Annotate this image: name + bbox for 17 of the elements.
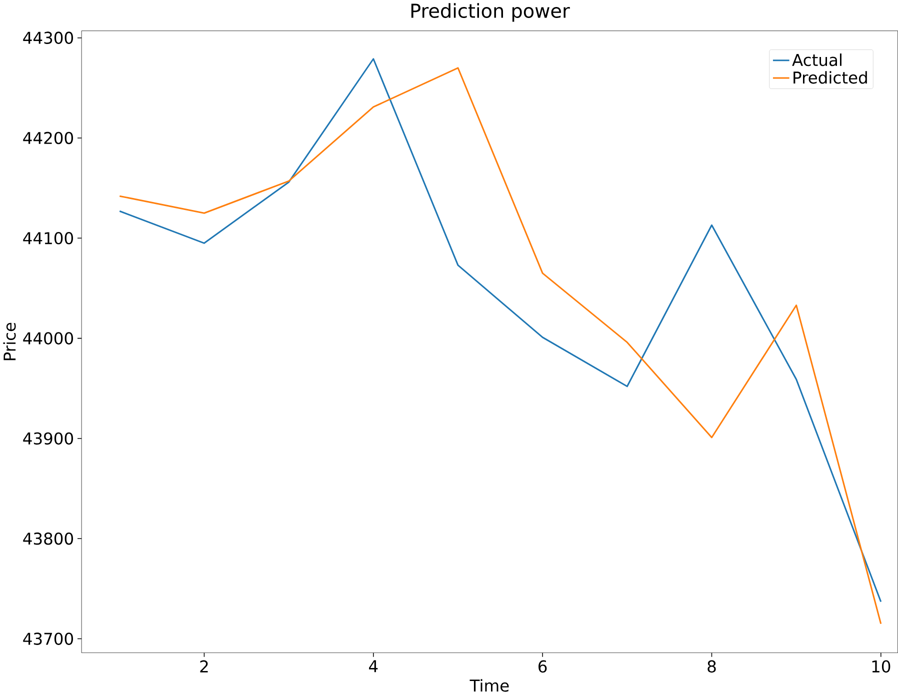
x-axis-title: Time [470,679,509,692]
y-tick-label: 43800 [23,532,74,545]
y-axis-title: Price [3,322,16,360]
y-tick-label: 44200 [23,132,74,144]
x-tick-label: 6 [538,660,547,673]
y-tick-label: 44300 [23,32,74,44]
x-tick-label: 4 [369,660,378,672]
x-tick-label: 2 [200,660,208,672]
x-tick-label: 8 [708,660,716,673]
legend-label: Actual [792,54,842,66]
y-tick-label: 44100 [23,232,74,244]
chart-title: Prediction power [411,3,570,22]
y-tick-label: 43900 [23,432,74,445]
legend-label: Predicted [794,71,867,84]
y-tick-label: 44000 [23,332,74,344]
y-tick-label: 43700 [23,632,74,645]
x-tick-label: 10 [872,660,890,673]
